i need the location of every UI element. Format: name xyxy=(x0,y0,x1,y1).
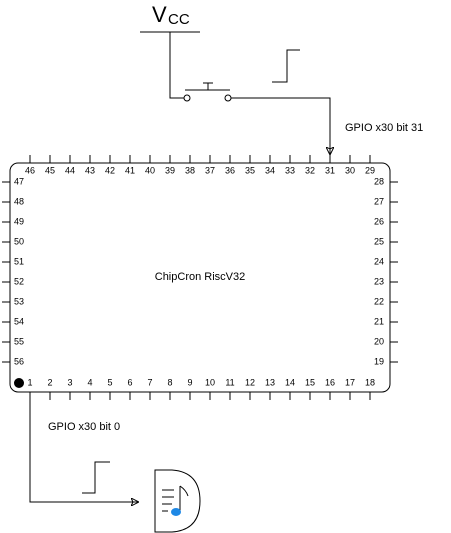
pin-number: 45 xyxy=(45,165,55,175)
switch-contact xyxy=(183,94,191,102)
pin-number: 41 xyxy=(125,165,135,175)
pin-number: 40 xyxy=(145,165,155,175)
pin-number: 1 xyxy=(27,377,32,387)
pin-number: 52 xyxy=(14,276,24,286)
gpio-label: GPIO x30 bit 31 xyxy=(345,122,423,134)
pin-number: 26 xyxy=(374,216,384,226)
pin-number: 25 xyxy=(374,236,384,246)
pin-number: 37 xyxy=(205,165,215,175)
pulse xyxy=(82,461,110,494)
pin-number: 30 xyxy=(345,165,355,175)
pin-number: 18 xyxy=(365,377,375,387)
pin-number: 49 xyxy=(14,216,24,226)
pin1-dot xyxy=(14,378,24,388)
pin-number: 27 xyxy=(374,196,384,206)
pin-number: 31 xyxy=(325,165,335,175)
pin-number: 8 xyxy=(167,377,172,387)
chip-body xyxy=(9,162,391,393)
pin-number: 22 xyxy=(374,296,384,306)
pin-number: 2 xyxy=(47,377,52,387)
pin-number: 54 xyxy=(14,316,24,326)
pin-number: 12 xyxy=(245,377,255,387)
pin-number: 10 xyxy=(205,377,215,387)
pin-number: 48 xyxy=(14,196,24,206)
vcc-subscript: CC xyxy=(168,11,190,28)
pin-number: 42 xyxy=(105,165,115,175)
pin-number: 33 xyxy=(285,165,295,175)
pin-number: 20 xyxy=(374,336,384,346)
pin-number: 51 xyxy=(14,256,24,266)
output-device xyxy=(154,469,201,533)
pin-number: 3 xyxy=(67,377,72,387)
pin-number: 34 xyxy=(265,165,275,175)
pin-number: 14 xyxy=(285,377,295,387)
wire xyxy=(29,400,138,502)
pin-number: 15 xyxy=(305,377,315,387)
pin-number: 17 xyxy=(345,377,355,387)
pin-number: 44 xyxy=(65,165,75,175)
pin-number: 23 xyxy=(374,276,384,286)
pin-number: 16 xyxy=(325,377,335,387)
pin-number: 32 xyxy=(305,165,315,175)
pin-number: 43 xyxy=(85,165,95,175)
pin-number: 55 xyxy=(14,336,24,346)
chip-name: ChipCron RiscV32 xyxy=(155,271,245,283)
pin-number: 11 xyxy=(225,377,234,387)
pins: 46 45 44 43 42 41 40 39 38 37 36 35 34 33 32 31 30 291 2 3 4… xyxy=(2,155,398,400)
pin-number: 5 xyxy=(107,377,112,387)
pin-number: 24 xyxy=(374,256,384,266)
pin-number: 6 xyxy=(127,377,132,387)
pin-number: 21 xyxy=(374,316,384,326)
pin-number: 36 xyxy=(225,165,235,175)
switch-contact xyxy=(224,94,232,102)
pin-number: 47 xyxy=(14,176,24,186)
pin-number: 56 xyxy=(14,356,24,366)
music-icon xyxy=(162,485,189,516)
pin-number: 29 xyxy=(365,165,375,175)
pin-number: 28 xyxy=(374,176,384,186)
pin-number: 7 xyxy=(147,377,152,387)
wire xyxy=(169,32,184,99)
pin-number: 13 xyxy=(265,377,275,387)
pin-number: 53 xyxy=(14,296,24,306)
pin-number: 19 xyxy=(374,356,384,366)
gpio-label: GPIO x30 bit 0 xyxy=(48,421,120,433)
vcc-symbol: V xyxy=(152,2,167,27)
pin-number: 39 xyxy=(165,165,175,175)
pin-number: 35 xyxy=(245,165,255,175)
pin-number: 38 xyxy=(185,165,195,175)
pin-number: 46 xyxy=(25,165,35,175)
pulse xyxy=(272,49,300,83)
pin-number: 9 xyxy=(187,377,192,387)
wire xyxy=(231,97,330,154)
pin-number: 50 xyxy=(14,236,24,246)
pin-number: 4 xyxy=(87,377,92,387)
